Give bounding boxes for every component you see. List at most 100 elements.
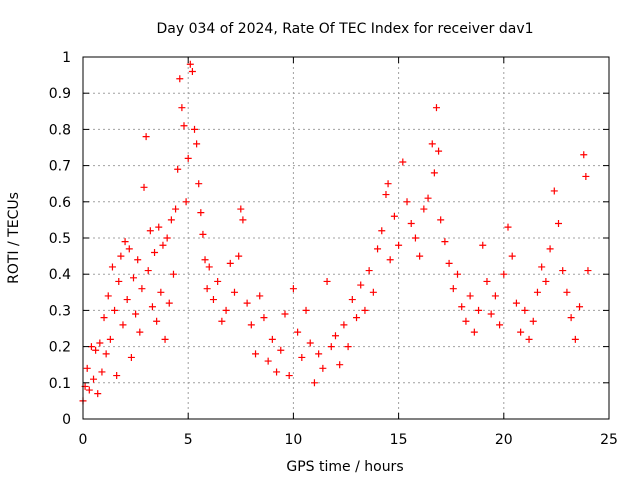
x-tick-label: 10 <box>284 432 302 448</box>
y-tick-label: 0.6 <box>49 195 71 211</box>
data-point-marker <box>121 238 129 246</box>
data-point-marker <box>117 252 125 260</box>
data-point-marker <box>247 321 255 329</box>
data-point-marker <box>582 172 590 180</box>
data-point-marker <box>100 314 108 322</box>
data-point-marker <box>176 75 184 83</box>
data-point-marker <box>420 205 428 213</box>
data-point-marker <box>430 169 438 177</box>
data-point-marker <box>136 328 144 336</box>
data-point-marker <box>542 277 550 285</box>
data-point-marker <box>163 234 171 242</box>
data-point-marker <box>445 259 453 267</box>
y-tick-label: 0.9 <box>49 86 71 102</box>
data-point-marker <box>361 306 369 314</box>
y-tick-label: 0.5 <box>49 231 71 247</box>
data-point-marker <box>119 321 127 329</box>
data-point-marker <box>125 245 133 253</box>
data-point-marker <box>298 353 306 361</box>
data-point-marker <box>178 104 186 112</box>
data-point-marker <box>344 343 352 351</box>
data-point-marker <box>454 270 462 278</box>
data-point-marker <box>323 277 331 285</box>
data-point-marker <box>348 296 356 304</box>
plot-frame <box>82 56 610 420</box>
data-point-marker <box>268 335 276 343</box>
data-point-marker <box>174 165 182 173</box>
data-point-marker <box>96 339 104 347</box>
data-point-marker <box>449 285 457 293</box>
data-point-marker <box>399 158 407 166</box>
x-tick-label: 5 <box>184 432 193 448</box>
data-point-marker <box>203 285 211 293</box>
data-point-marker <box>148 303 156 311</box>
axis-ticks <box>82 56 610 420</box>
data-point-marker <box>102 350 110 358</box>
data-point-marker <box>533 288 541 296</box>
data-point-marker <box>277 346 285 354</box>
data-point-marker <box>235 252 243 260</box>
data-point-marker <box>129 274 137 282</box>
y-tick-label: 0.1 <box>49 376 71 392</box>
data-point-marker <box>390 212 398 220</box>
data-point-marker <box>209 296 217 304</box>
data-point-marker <box>500 270 508 278</box>
data-point-marker <box>226 259 234 267</box>
data-point-marker <box>374 245 382 253</box>
data-point-marker <box>538 263 546 271</box>
data-point-marker <box>106 335 114 343</box>
data-point-marker <box>567 314 575 322</box>
data-point-marker <box>111 306 119 314</box>
data-point-marker <box>199 230 207 238</box>
y-tick-label: 1 <box>62 50 71 66</box>
data-point-marker <box>243 299 251 307</box>
data-point-marker <box>315 350 323 358</box>
data-point-marker <box>382 191 390 199</box>
data-point-marker <box>550 187 558 195</box>
data-point-marker <box>466 292 474 300</box>
data-point-marker <box>504 223 512 231</box>
data-point-marker <box>256 292 264 300</box>
data-point-marker <box>470 328 478 336</box>
data-point-marker <box>496 321 504 329</box>
data-point-marker <box>165 299 173 307</box>
data-point-marker <box>90 375 98 383</box>
data-point-marker <box>369 288 377 296</box>
data-point-marker <box>563 288 571 296</box>
data-point-marker <box>184 154 192 162</box>
data-point-marker <box>336 361 344 369</box>
data-point-marker <box>483 277 491 285</box>
data-point-marker <box>98 368 106 376</box>
data-point-marker <box>195 180 203 188</box>
data-point-marker <box>252 350 260 358</box>
data-point-marker <box>491 292 499 300</box>
data-point-marker <box>571 335 579 343</box>
data-point-marker <box>302 306 310 314</box>
data-point-marker <box>108 263 116 271</box>
data-point-marker <box>395 241 403 249</box>
data-point-marker <box>237 205 245 213</box>
data-point-marker <box>580 151 588 159</box>
y-tick-label: 0.2 <box>49 340 71 356</box>
y-axis-label: ROTI / TECUs <box>6 192 22 284</box>
data-point-marker <box>327 343 335 351</box>
data-point-marker <box>576 303 584 311</box>
data-point-marker <box>132 310 140 318</box>
y-tick-label: 0.8 <box>49 122 71 138</box>
x-tick-label: 20 <box>495 432 513 448</box>
data-point-marker <box>521 306 529 314</box>
data-point-marker <box>512 299 520 307</box>
data-point-marker <box>140 183 148 191</box>
data-point-marker <box>273 368 281 376</box>
data-point-marker <box>180 122 188 130</box>
data-point-marker <box>142 133 150 141</box>
chart-title: Day 034 of 2024, Rate Of TEC Index for r… <box>156 21 533 37</box>
data-point-marker <box>546 245 554 253</box>
data-point-marker <box>201 256 209 264</box>
data-point-marker <box>555 220 563 228</box>
data-point-marker <box>169 270 177 278</box>
data-point-marker <box>92 346 100 354</box>
data-point-marker <box>138 285 146 293</box>
data-point-marker <box>319 364 327 372</box>
